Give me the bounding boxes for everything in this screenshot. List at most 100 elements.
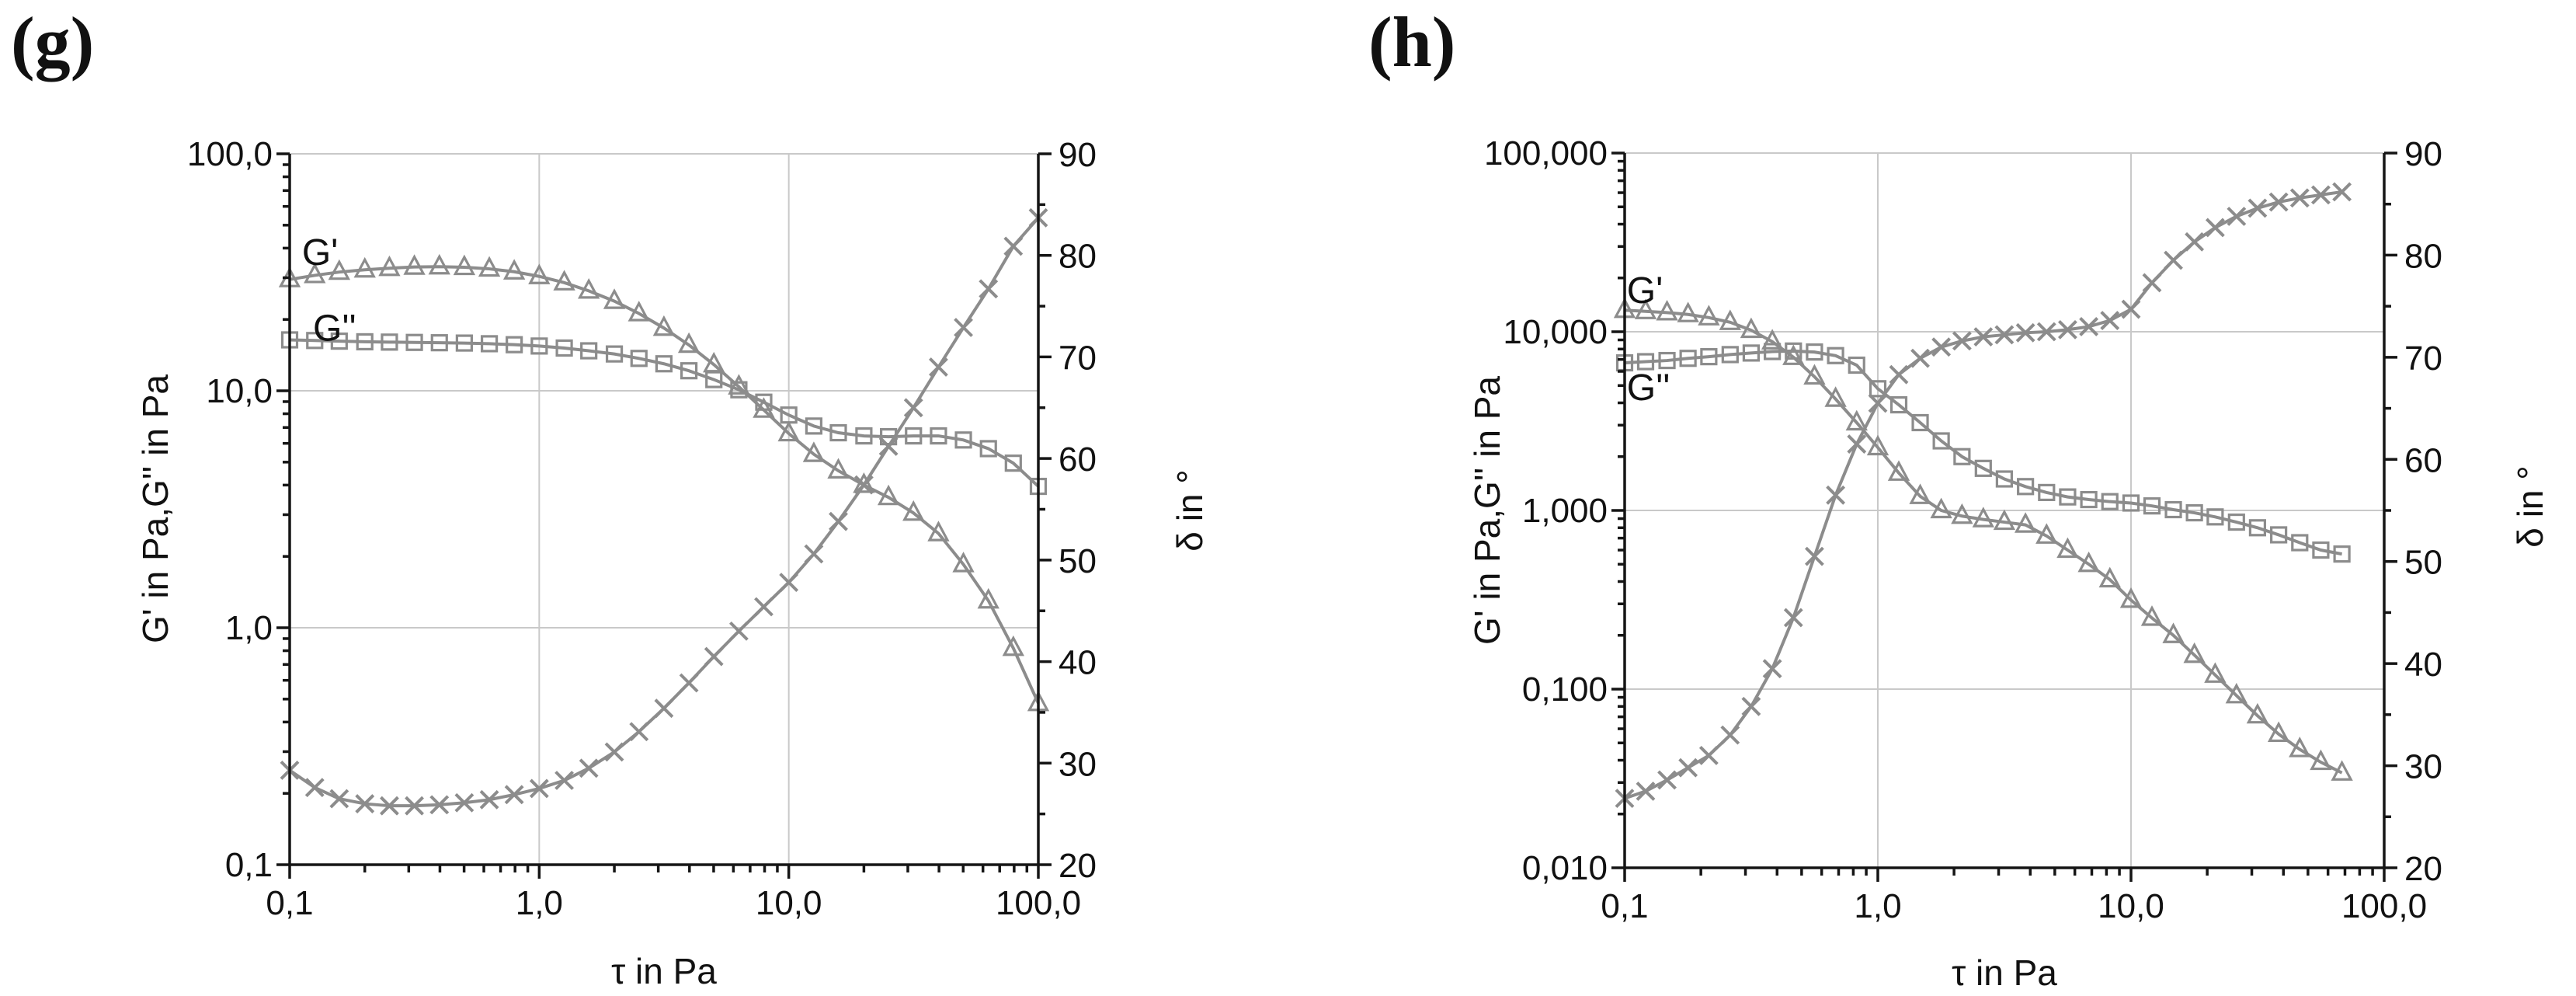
y-left-axis-title-g: G' in Pa,G'' in Pa: [135, 374, 176, 643]
triangle-marker: [627, 301, 650, 322]
y-right-tick-label: 80: [1059, 238, 1097, 276]
triangle-marker: [1887, 460, 1910, 481]
triangle-marker: [1993, 509, 2016, 531]
x-tick-label: 1,0: [516, 884, 563, 922]
x-marker: [2057, 319, 2077, 340]
square-marker: [905, 427, 923, 445]
chart-g-canvas: 100,0 10,0 1,0 0,10,1 1,0 10,0 100,0 90 80 70 60 50…: [187, 135, 1097, 922]
x-marker: [504, 785, 524, 805]
y-right-axis-title-h: δ in °: [2510, 465, 2550, 548]
triangle-marker: [2183, 642, 2206, 663]
x-marker: [1889, 364, 1909, 385]
triangle-marker: [1930, 497, 1952, 519]
x-marker: [754, 597, 773, 617]
delta-line: [288, 217, 1040, 808]
x-marker: [1636, 782, 1656, 801]
axes: [276, 152, 1052, 879]
x-marker: [454, 792, 475, 813]
x-tick-label: 10,0: [756, 884, 822, 922]
square-marker: [2059, 488, 2077, 506]
x-marker: [405, 796, 424, 816]
x-marker: [1003, 236, 1024, 256]
x-marker: [2268, 192, 2289, 212]
triangle-marker: [304, 263, 326, 284]
triangle-marker: [428, 253, 450, 275]
x-tick-label: 0,1: [266, 884, 313, 922]
x-tick-label: 1,0: [1854, 887, 1901, 925]
triangle-marker: [2225, 682, 2247, 704]
triangle-marker: [1719, 309, 1741, 330]
triangle-marker: [1803, 364, 1826, 385]
square-marker: [780, 406, 798, 424]
triangle-marker: [1782, 344, 1805, 365]
gridlines: [1625, 152, 2384, 868]
y-left-tick-label: 100,000: [1484, 134, 1608, 172]
x-marker: [679, 673, 699, 693]
triangle-marker: [2056, 537, 2079, 559]
square-marker: [1700, 348, 1718, 366]
x-marker: [604, 742, 624, 762]
y-left-tick-label: 0,1: [225, 846, 273, 884]
x-marker: [1741, 696, 1761, 716]
square-marker: [555, 339, 573, 357]
square-marker: [455, 334, 473, 352]
triangle-marker: [2289, 737, 2311, 757]
G-prime-line: [1624, 308, 2343, 775]
square-marker: [1995, 470, 2013, 488]
x-marker: [1804, 546, 1824, 566]
x-marker: [1698, 746, 1719, 765]
y-left-axis-title-h: G' in Pa,G'' in Pa: [1467, 376, 1507, 645]
square-marker: [2143, 497, 2161, 515]
square-marker: [2312, 541, 2330, 559]
series-delta: [280, 207, 1048, 816]
triangle-marker: [2077, 551, 2100, 573]
triangle-marker: [1972, 507, 1994, 528]
series-G-prime: [1613, 297, 2353, 781]
x-marker: [1657, 770, 1677, 790]
square-marker: [1806, 343, 1823, 361]
x-marker: [479, 789, 499, 810]
x-marker: [1973, 327, 1994, 347]
triangle-marker: [877, 484, 900, 506]
square-marker: [1679, 350, 1697, 367]
triangle-marker: [2140, 605, 2164, 626]
x-marker: [2079, 317, 2099, 336]
square-marker: [1953, 448, 1971, 465]
triangle-marker: [1909, 483, 1931, 504]
triangle-marker: [1761, 329, 1784, 350]
triangle-marker: [2014, 512, 2037, 533]
triangle-marker: [952, 552, 975, 573]
curve-label: G': [302, 232, 339, 273]
tick-labels: 100,0 10,0 1,0 0,10,1 1,0 10,0 100,0 90 80 70 60 50…: [187, 135, 1097, 922]
x-marker: [304, 778, 325, 798]
y-right-axis-title-g: δ in °: [1170, 469, 1210, 552]
square-marker: [1827, 347, 1844, 364]
triangle-marker: [528, 263, 551, 284]
x-marker: [2015, 322, 2035, 343]
triangle-marker: [2310, 749, 2332, 771]
x-marker: [2289, 188, 2310, 208]
triangle-marker: [1845, 409, 1868, 431]
x-tick-label: 0,1: [1601, 887, 1648, 925]
gridlines: [290, 153, 1038, 865]
x-marker: [2247, 198, 2268, 218]
square-marker: [1785, 342, 1803, 360]
x-marker: [529, 778, 549, 799]
square-marker: [356, 333, 374, 351]
x-marker: [829, 511, 848, 531]
square-marker: [1658, 351, 1676, 370]
triangle-marker: [2119, 587, 2143, 608]
delta-line: [1624, 190, 2342, 800]
x-marker: [2164, 250, 2183, 270]
x-marker: [2185, 232, 2205, 252]
triangle-marker: [753, 397, 775, 418]
square-marker: [630, 350, 648, 367]
square-marker: [954, 431, 972, 449]
triangle-marker: [1951, 503, 1973, 524]
square-marker: [1848, 356, 1865, 374]
x-marker: [579, 758, 599, 778]
x-marker: [2142, 273, 2162, 293]
x-marker: [853, 475, 874, 495]
